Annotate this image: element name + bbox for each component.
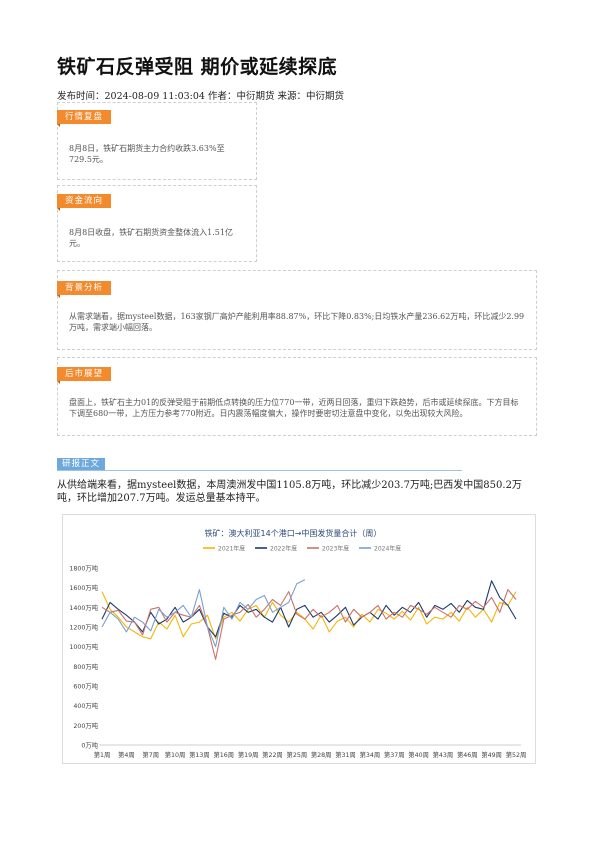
x-tick-label: 第40周	[408, 750, 429, 759]
x-tick-label: 第25周	[287, 750, 308, 759]
x-tick-label: 第52周	[506, 750, 527, 759]
series-line-1	[101, 580, 517, 638]
section-background: 背景分析 从需求端看，据mysteel数据，163家钢厂高炉产能利用率88.87…	[57, 270, 537, 350]
x-tick-label: 第4周	[118, 750, 135, 759]
legend-label-2: 2023年度	[322, 545, 349, 553]
x-tick-label: 第34周	[360, 750, 381, 759]
report-divider	[57, 470, 462, 471]
y-tick-label: 1600万吨	[69, 583, 98, 592]
x-tick-label: 第7周	[142, 750, 159, 759]
section-text: 盘面上，铁矿石主力01的反弹受阻于前期低点转换的压力位770一带，近两日回落，重…	[69, 398, 519, 418]
section-market-review: 行情复盘 8月8日，铁矿石期货主力合约收跌3.63%至729.5元。	[57, 102, 257, 180]
section-outlook: 后市展望 盘面上，铁矿石主力01的反弹受阻于前期低点转换的压力位770一带，近两…	[57, 357, 537, 436]
section-tab-label: 行情复盘	[57, 110, 112, 127]
x-tick-label: 第28周	[311, 750, 332, 759]
section-text: 8月8日，铁矿石期货主力合约收跌3.63%至729.5元。	[69, 144, 225, 164]
x-tick-label: 第19周	[238, 750, 259, 759]
article-meta: 发布时间：2024-08-09 11:03:04 作者：中衍期货 来源：中衍期货	[57, 91, 344, 102]
section-text: 从需求端看，据mysteel数据，163家钢厂高炉产能利用率88.87%，环比下…	[69, 312, 525, 332]
x-tick-label: 第31周	[335, 750, 356, 759]
legend-label-0: 2021年度	[218, 545, 245, 553]
chart-title: 铁矿：澳大利亚14个港口→中国发货量合计（周）	[205, 528, 382, 538]
y-tick-label: 1400万吨	[69, 603, 98, 612]
chart-svg: 铁矿：澳大利亚14个港口→中国发货量合计（周） 2021年度 2022年度 2023…	[69, 528, 527, 759]
series-line-0	[101, 591, 517, 640]
y-tick-label: 200万吨	[73, 721, 98, 730]
legend-label-1: 2022年度	[270, 545, 297, 553]
y-tick-label: 600万吨	[73, 682, 98, 691]
section-tab-label: 后市展望	[57, 367, 112, 384]
y-tick-label: 1800万吨	[69, 564, 98, 573]
x-tick-label: 第1周	[94, 750, 111, 759]
x-tick-label: 第49周	[481, 750, 502, 759]
x-tick-label: 第46周	[457, 750, 478, 759]
section-text: 8月8日收盘，铁矿石期货资金整体流入1.51亿元。	[69, 228, 233, 248]
y-tick-label: 400万吨	[73, 701, 98, 710]
y-tick-label: 800万吨	[73, 662, 98, 671]
x-tick-label: 第37周	[384, 750, 405, 759]
series-line-3	[101, 579, 306, 648]
x-tick-label: 第16周	[213, 750, 234, 759]
article-title: 铁矿石反弹受阻 期价或延续探底	[57, 56, 338, 78]
report-body-text: 从供给端来看，据mysteel数据，本周澳洲发中国1105.8万吨，环比减少20…	[57, 480, 522, 504]
y-tick-label: 0万吨	[81, 741, 98, 750]
y-tick-label: 1200万吨	[69, 623, 98, 632]
report-tab-label: 研报正文	[57, 458, 106, 471]
shipment-chart: 铁矿：澳大利亚14个港口→中国发货量合计（周） 2021年度 2022年度 2023…	[62, 514, 536, 764]
x-tick-label: 第13周	[189, 750, 210, 759]
series-line-2	[101, 589, 517, 660]
x-tick-label: 第10周	[165, 750, 186, 759]
legend-label-3: 2024年度	[374, 545, 401, 553]
y-tick-label: 1000万吨	[69, 642, 98, 651]
section-tab-label: 背景分析	[57, 281, 112, 298]
x-tick-label: 第43周	[433, 750, 454, 759]
x-tick-label: 第22周	[262, 750, 283, 759]
section-tab-label: 资金流向	[57, 194, 112, 211]
section-fund-flow: 资金流向 8月8日收盘，铁矿石期货资金整体流入1.51亿元。	[57, 185, 257, 262]
